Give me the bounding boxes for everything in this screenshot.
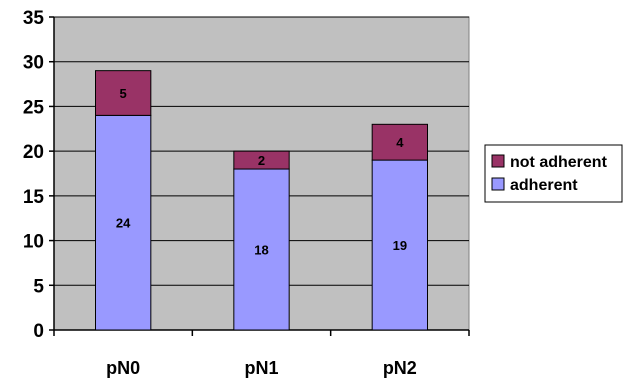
legend-swatch-not-adherent xyxy=(491,154,505,168)
bar-not-adherent-pN1 xyxy=(233,150,290,170)
y-tick-label-0: 0 xyxy=(33,321,44,342)
y-tick-label-15: 15 xyxy=(23,187,45,208)
x-tick-label-pN1: pN1 xyxy=(244,358,278,378)
x-tick-label-pN2: pN2 xyxy=(383,358,417,378)
plot-area: 0 5 10 15 20 25 30 35 24 5 pN0 18 2 pN1 19 4 pN2 xyxy=(23,8,470,378)
y-tick-label-20: 20 xyxy=(23,142,44,163)
data-label-not-adherent-pN1: 2 xyxy=(258,153,265,168)
legend-swatch-adherent xyxy=(491,177,505,191)
y-tick-label-35: 35 xyxy=(23,8,45,29)
bar-not-adherent-pN2 xyxy=(371,123,428,161)
legend-box xyxy=(484,144,623,203)
legend-label-adherent: adherent xyxy=(510,177,578,194)
legend: not adherent adherent xyxy=(484,144,623,203)
y-tick-label-10: 10 xyxy=(23,232,44,253)
data-label-adherent-pN2: 19 xyxy=(393,238,407,253)
legend-label-not-adherent: not adherent xyxy=(510,154,608,171)
bar-adherent-pN0 xyxy=(95,114,152,331)
y-tick-label-30: 30 xyxy=(23,53,44,74)
x-tick-label-pN0: pN0 xyxy=(106,358,140,378)
bar-not-adherent-pN0 xyxy=(95,70,152,116)
data-label-not-adherent-pN2: 4 xyxy=(396,135,404,150)
data-label-adherent-pN0: 24 xyxy=(116,216,131,231)
bar-adherent-pN2 xyxy=(371,159,428,331)
data-label-adherent-pN1: 18 xyxy=(254,243,268,258)
data-label-not-adherent-pN0: 5 xyxy=(120,86,127,101)
y-tick-label-25: 25 xyxy=(23,97,45,118)
y-tick-label-5: 5 xyxy=(33,276,44,297)
